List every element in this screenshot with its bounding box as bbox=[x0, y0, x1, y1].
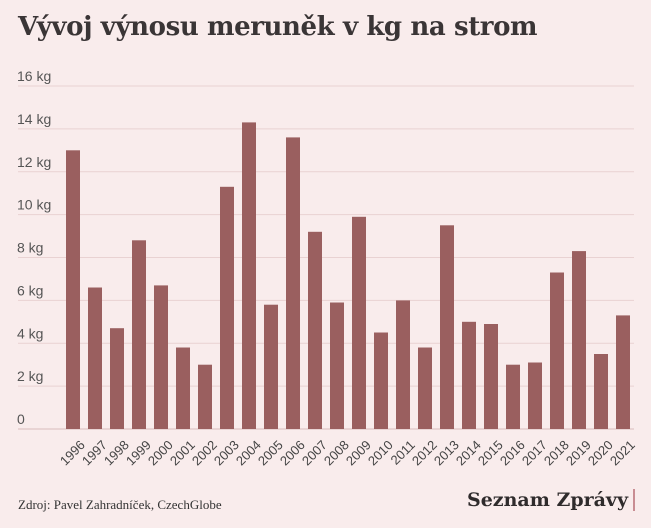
bar bbox=[110, 328, 124, 429]
chart-title: Vývoj výnosu meruněk v kg na strom bbox=[18, 12, 538, 42]
bar bbox=[374, 332, 388, 429]
bar bbox=[308, 231, 322, 429]
y-tick-label: 6 kg bbox=[17, 282, 43, 298]
bar bbox=[616, 315, 630, 429]
bar bbox=[528, 362, 542, 429]
y-tick-label: 10 kg bbox=[17, 197, 51, 213]
bar bbox=[330, 302, 344, 429]
bar bbox=[198, 364, 212, 429]
bar bbox=[506, 364, 520, 429]
bar bbox=[66, 150, 80, 430]
source-note: Zdroj: Pavel Zahradníček, CzechGlobe bbox=[18, 497, 222, 512]
y-tick-label: 8 kg bbox=[17, 240, 43, 256]
bar bbox=[264, 304, 278, 429]
y-axis-tick-labels: 0 2 kg 4 kg 6 kg 8 kg 10 kg 12 kg 14 kg 16 kg bbox=[17, 68, 51, 427]
bar bbox=[594, 354, 608, 429]
y-tick-label: 14 kg bbox=[17, 111, 51, 127]
y-tick-label: 0 bbox=[17, 411, 25, 427]
bar bbox=[220, 186, 234, 429]
bar bbox=[154, 285, 168, 429]
bar bbox=[132, 240, 146, 429]
bar bbox=[440, 225, 454, 429]
bar bbox=[418, 347, 432, 429]
y-tick-label: 12 kg bbox=[17, 154, 51, 170]
bar bbox=[484, 324, 498, 429]
bar bbox=[242, 122, 256, 430]
brand-logo: Seznam Zprávy bbox=[467, 489, 635, 511]
bar bbox=[462, 321, 476, 429]
bar bbox=[396, 300, 410, 429]
y-tick-label: 2 kg bbox=[17, 368, 43, 384]
bar bbox=[88, 287, 102, 429]
y-tick-label: 4 kg bbox=[17, 325, 43, 341]
bar bbox=[572, 251, 586, 429]
bars bbox=[66, 122, 630, 430]
bar bbox=[352, 216, 366, 429]
x-axis-tick-labels: 1996199719981999200020012002200320042005… bbox=[57, 437, 638, 468]
x-tick-label: 2021 bbox=[607, 437, 638, 468]
bar bbox=[286, 137, 300, 429]
bar bbox=[176, 347, 190, 429]
bar bbox=[550, 272, 564, 429]
y-tick-label: 16 kg bbox=[17, 68, 51, 84]
